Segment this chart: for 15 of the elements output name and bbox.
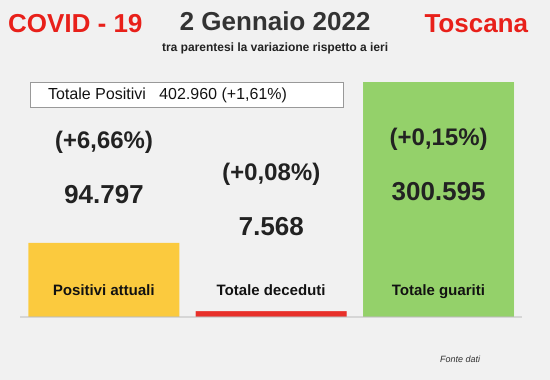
data-label: 7.568 [238,211,304,241]
chart-title: 2 Gennaio 2022 [180,6,370,36]
annotation: (+0,15%) [390,124,488,151]
annotation: (+6,66%) [54,126,153,154]
text: COVID - 19 [8,8,142,38]
data-label: 300.595 [392,176,486,206]
x-tick-label: Totale deceduti [216,282,326,299]
annotation: (+0,08%) [222,159,320,186]
text: Toscana [424,8,528,38]
x-tick-label: Totale guariti [392,282,485,299]
data-label: 94.797 [64,178,144,209]
source-note: Fonte dati [440,354,480,364]
annotation: Totale Positivi 402.960 (+1,61%) [48,86,287,103]
x-tick-label: Positivi attuali [52,282,155,299]
chart-subtitle: tra parentesi la variazione rispetto a ieri [162,40,388,54]
